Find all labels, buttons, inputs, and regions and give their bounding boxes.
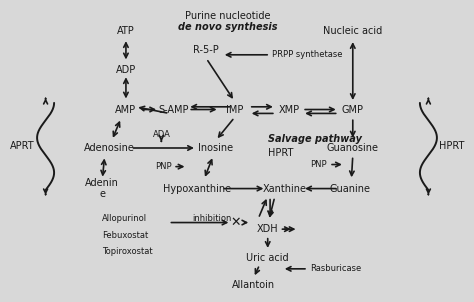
- Text: ADP: ADP: [116, 65, 136, 75]
- Text: XMP: XMP: [278, 105, 300, 115]
- Text: Adenosine: Adenosine: [84, 143, 135, 153]
- Text: GMP: GMP: [342, 105, 364, 115]
- Text: Allopurinol: Allopurinol: [102, 214, 147, 223]
- Text: Hypoxanthine: Hypoxanthine: [163, 184, 231, 194]
- Text: Febuxostat: Febuxostat: [102, 231, 148, 240]
- Text: ADA: ADA: [153, 130, 170, 139]
- Text: HPRT: HPRT: [268, 147, 293, 158]
- Text: Uric acid: Uric acid: [246, 253, 289, 263]
- Text: Inosine: Inosine: [198, 143, 233, 153]
- Text: inhibition: inhibition: [192, 214, 231, 223]
- Text: ATP: ATP: [117, 26, 135, 36]
- Text: S-AMP: S-AMP: [158, 105, 189, 115]
- Text: Salvage pathway: Salvage pathway: [268, 134, 362, 144]
- Text: de novo synthesis: de novo synthesis: [178, 22, 277, 32]
- Text: Xanthine: Xanthine: [262, 184, 306, 194]
- Text: Topiroxostat: Topiroxostat: [102, 247, 153, 256]
- Text: Nucleic acid: Nucleic acid: [323, 26, 383, 36]
- Text: XDH: XDH: [257, 224, 279, 234]
- Text: IMP: IMP: [226, 105, 243, 115]
- Text: R-5-P: R-5-P: [193, 45, 219, 55]
- Text: Purine nucleotide: Purine nucleotide: [185, 11, 270, 21]
- Text: APRT: APRT: [9, 142, 34, 152]
- Text: Adenin
e: Adenin e: [85, 178, 119, 199]
- Text: Guanosine: Guanosine: [327, 143, 379, 153]
- Text: HPRT: HPRT: [439, 142, 465, 152]
- Text: PRPP synthetase: PRPP synthetase: [273, 50, 343, 59]
- Text: Guanine: Guanine: [330, 184, 371, 194]
- Text: Rasburicase: Rasburicase: [310, 264, 362, 273]
- Text: AMP: AMP: [115, 105, 137, 115]
- Text: Allantoin: Allantoin: [232, 280, 275, 290]
- Text: PNP: PNP: [155, 162, 172, 171]
- Text: ✕: ✕: [231, 216, 241, 229]
- Text: PNP: PNP: [310, 160, 327, 169]
